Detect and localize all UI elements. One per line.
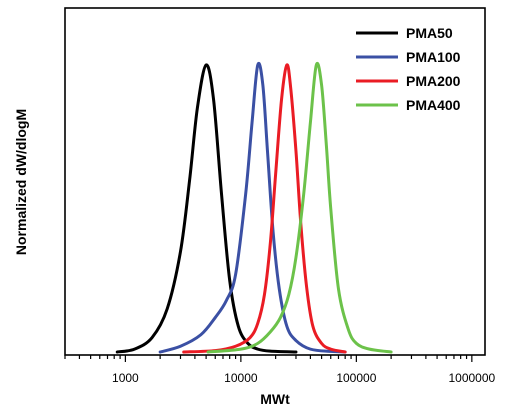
series-line-pma400 — [206, 62, 393, 354]
x-tick-label: 1000 — [112, 371, 139, 385]
legend-label-pma400: PMA400 — [406, 97, 461, 113]
series-line-pma100 — [158, 61, 347, 354]
series-layer — [115, 61, 393, 354]
legend-label-pma100: PMA100 — [406, 49, 461, 65]
legend-label-pma200: PMA200 — [406, 73, 461, 89]
legend-label-pma50: PMA50 — [406, 25, 453, 41]
legend: PMA50 PMA100 PMA200 PMA400 — [356, 25, 461, 113]
x-tick-label: 100000 — [336, 371, 376, 385]
plot-frame — [64, 7, 486, 356]
series-line-pma50 — [115, 63, 298, 354]
x-axis: 1000 10000 100000 1000000 — [64, 355, 496, 385]
series-line-pma200 — [182, 63, 347, 354]
y-axis-title: Normalized dW/dlogM — [13, 109, 29, 255]
x-axis-title: MWt — [260, 391, 290, 407]
x-tick-label: 10000 — [224, 371, 258, 385]
x-tick-label: 1000000 — [448, 371, 495, 385]
